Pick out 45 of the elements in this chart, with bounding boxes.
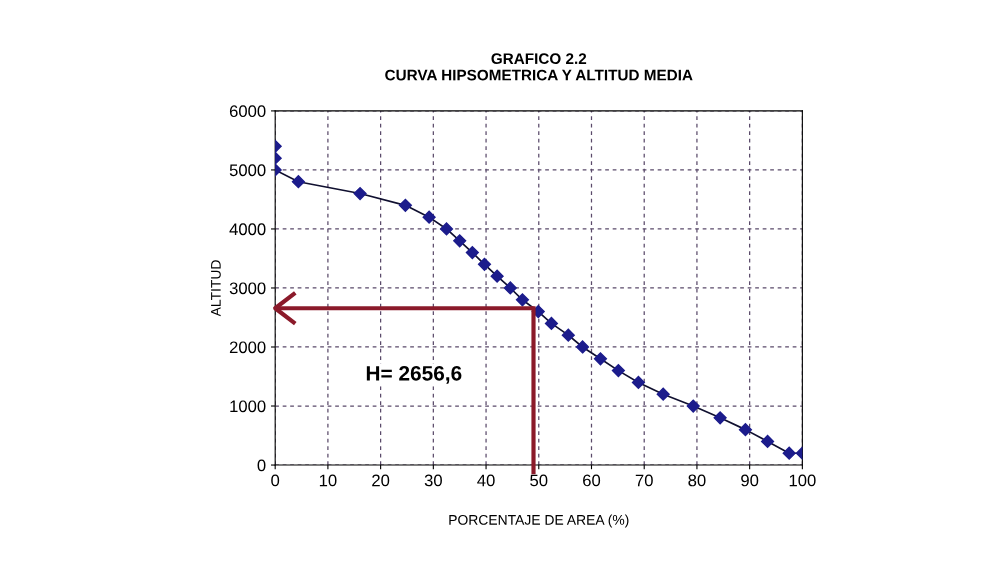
point	[422, 210, 436, 224]
point	[575, 340, 590, 354]
x-tick-label: 20	[372, 474, 390, 487]
point	[760, 434, 775, 449]
point	[782, 446, 796, 460]
point	[738, 423, 753, 437]
point	[713, 411, 727, 425]
x-tick-label: 10	[319, 474, 337, 487]
chart-title: GRAFICO 2.2 CURVA HIPSOMETRICA Y ALTITUD MEDIA	[385, 53, 693, 81]
point	[503, 281, 517, 295]
x-axis-title: PORCENTAJE DE AREA (%)	[449, 514, 629, 528]
y-tick-label: 0	[257, 459, 266, 472]
x-tick-label: 80	[688, 474, 706, 487]
x-tick-label: 40	[477, 474, 495, 487]
x-tick-label: 70	[635, 474, 653, 487]
point	[490, 269, 504, 283]
y-axis-title: ALTITUD	[211, 260, 221, 317]
point	[515, 293, 530, 307]
point	[593, 352, 608, 366]
x-tick-label: 90	[741, 474, 759, 487]
point	[686, 399, 700, 413]
y-tick-label: 2000	[229, 341, 266, 354]
x-tick-label: 0	[271, 474, 280, 487]
y-tick-label: 6000	[229, 105, 266, 118]
point	[398, 198, 412, 212]
x-tick-label: 60	[583, 474, 601, 487]
point	[477, 257, 492, 271]
point	[656, 387, 670, 401]
y-tick-label: 4000	[229, 223, 266, 236]
point	[465, 245, 479, 260]
y-tick-label: 5000	[229, 164, 266, 177]
x-tick-label: 30	[424, 474, 442, 487]
point	[353, 186, 367, 201]
ref-line-label: H= 2656,6	[366, 365, 462, 384]
point	[544, 316, 559, 330]
point	[439, 222, 454, 236]
y-tick-label: 1000	[230, 400, 266, 413]
point	[453, 234, 467, 248]
x-tick-label: 50	[530, 474, 548, 487]
y-tick-label: 3000	[229, 282, 266, 295]
point	[631, 375, 646, 389]
point	[561, 328, 575, 342]
point	[611, 364, 625, 378]
point	[291, 175, 305, 189]
x-tick-label: 100	[789, 474, 816, 487]
